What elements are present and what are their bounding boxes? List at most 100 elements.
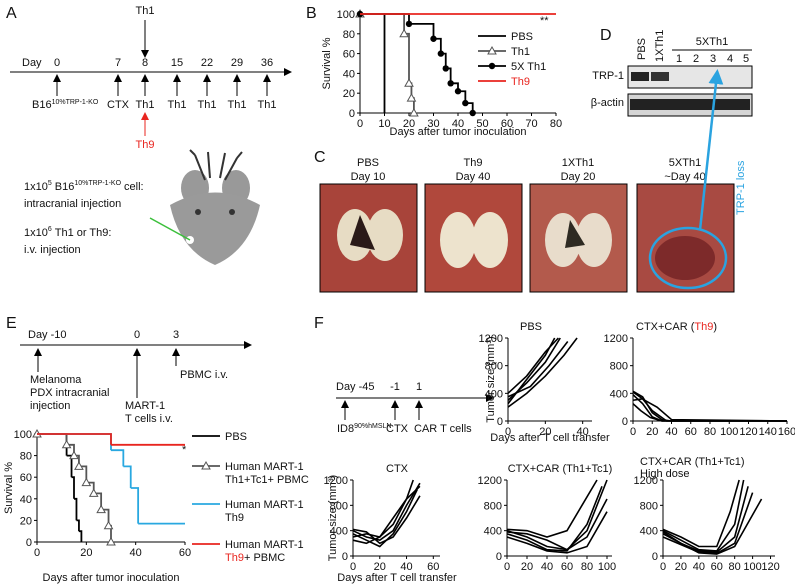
- x-axis-label: Days after T cell transfer: [337, 572, 457, 584]
- marker: [88, 488, 99, 497]
- legend-label: Human MART-1: [225, 539, 304, 551]
- note: i.v. injection: [24, 244, 81, 256]
- timeline-day: 1: [416, 381, 422, 393]
- survival-step: [76, 519, 80, 532]
- note: intracranial injection: [24, 198, 121, 210]
- legend-label: Th9: [511, 76, 530, 88]
- note: 1x105 B1610%TRP-1-KO cell:: [24, 180, 144, 193]
- chart-title: CTX+CAR (Th9): [636, 321, 717, 333]
- legend-label: Human MART-1: [225, 499, 304, 511]
- y-axis-label: Tumor size (mm³): [327, 475, 339, 561]
- x-tick-label: 20: [646, 426, 658, 438]
- marker: [469, 109, 476, 117]
- x-tick-label: 40: [693, 561, 705, 573]
- x-tick-label: 0: [630, 426, 636, 438]
- x-tick-label: 60: [501, 118, 513, 130]
- marker: [61, 439, 72, 449]
- x-tick-label: 40: [541, 561, 553, 573]
- x-tick-label: 160: [778, 426, 795, 438]
- y-tick-label: 400: [330, 526, 348, 538]
- x-tick-label: 120: [761, 561, 779, 573]
- decoration: [53, 20, 271, 96]
- legend-label: Th1: [511, 46, 530, 58]
- event-label: Melanoma: [30, 374, 82, 386]
- marker: [409, 107, 419, 117]
- x-tick-label: 20: [539, 426, 551, 438]
- y-tick-label: 100: [14, 429, 32, 441]
- lane-label: 4: [727, 53, 733, 65]
- legend-label: Th1+Tc1+ PBMC: [225, 474, 309, 486]
- y-tick-label: 1200: [634, 475, 658, 487]
- panel-label: C: [314, 149, 326, 166]
- event-label: CTX: [386, 423, 409, 435]
- y-tick-label: 80: [343, 29, 355, 41]
- annotation: **: [540, 15, 549, 27]
- photos: [319, 183, 735, 293]
- marker: [430, 35, 437, 42]
- x-axis-label: Days after T cell transfer: [490, 432, 610, 444]
- x-tick-label: 60: [427, 561, 439, 573]
- marker: [462, 99, 469, 107]
- y-tick-label: 800: [484, 500, 502, 512]
- x-tick-label: 40: [130, 547, 142, 559]
- timeline-day: 8: [142, 57, 148, 69]
- photo-title: Day 10: [351, 171, 386, 183]
- event-label: Th9: [136, 139, 155, 151]
- y-tick-label: 40: [343, 68, 355, 80]
- event-label: ID890%hMSLN: [337, 423, 391, 435]
- decoration: [170, 192, 260, 265]
- y-tick-label: 60: [20, 472, 32, 484]
- event-label: Th1: [136, 99, 155, 111]
- marker: [74, 461, 84, 470]
- tumor-curve: [352, 485, 421, 538]
- survival-step: [360, 13, 386, 113]
- row-label: β-actin: [591, 97, 624, 109]
- tumor-curve: [662, 479, 745, 552]
- decoration: [34, 348, 180, 398]
- marker: [437, 50, 445, 57]
- y-tick-label: 400: [610, 388, 628, 400]
- legend-label: PBS: [511, 31, 533, 43]
- tumor-curve: [352, 495, 421, 545]
- annotation: *: [182, 444, 187, 456]
- y-tick-label: 0: [496, 551, 502, 563]
- lane-label: 5: [743, 53, 749, 65]
- event-label: B1610%TRP-1-KO: [32, 99, 99, 111]
- lane-label: 3: [710, 53, 716, 65]
- survival-step: [78, 530, 83, 542]
- marker: [405, 20, 413, 28]
- x-tick-label: 0: [350, 561, 356, 573]
- marker: [406, 93, 417, 102]
- panel-label: A: [6, 5, 17, 22]
- photo-title: ~Day 40: [664, 171, 705, 183]
- y-tick-label: 1200: [479, 333, 503, 345]
- legend-label: 5X Th1: [511, 61, 546, 73]
- tumor-curve: [507, 340, 569, 398]
- chart-title: CTX+CAR (Th1+Tc1): [508, 463, 613, 475]
- survival-step: [37, 433, 112, 445]
- decoration: [229, 209, 235, 215]
- photo-title: PBS: [357, 157, 379, 169]
- survival-step: [130, 487, 140, 524]
- tumor-curve: [506, 479, 598, 538]
- x-tick-label: 50: [476, 118, 488, 130]
- survival-step: [74, 497, 78, 521]
- timeline-day: 7: [115, 57, 121, 69]
- y-tick-label: 800: [610, 361, 628, 373]
- mouse-illustration: [149, 149, 260, 265]
- x-tick-label: 100: [720, 426, 738, 438]
- legend-label: Th9: [225, 512, 244, 524]
- y-tick-label: 1200: [478, 475, 502, 487]
- marker: [106, 536, 116, 546]
- photo-title: Day 20: [561, 171, 596, 183]
- y-axis-label: Survival %: [3, 462, 15, 514]
- y-tick-label: 100: [337, 9, 355, 21]
- text-part: Th9: [511, 76, 530, 88]
- row-label: TRP-1: [592, 70, 624, 82]
- lane-label: PBS: [636, 38, 648, 60]
- photo-title: 1XTh1: [562, 157, 594, 169]
- decoration: [631, 72, 649, 81]
- text-part: Th9: [225, 552, 244, 564]
- event-label: injection: [30, 400, 70, 412]
